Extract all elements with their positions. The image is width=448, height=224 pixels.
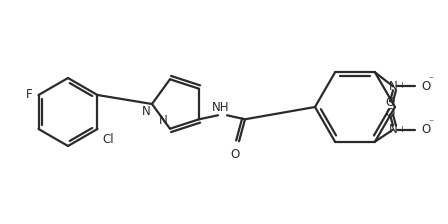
Text: O: O: [230, 148, 240, 161]
Text: N: N: [388, 123, 397, 136]
Text: O: O: [385, 96, 395, 109]
Text: N: N: [388, 80, 397, 93]
Text: NH: NH: [212, 101, 230, 114]
Text: ⁻: ⁻: [428, 75, 433, 85]
Text: +: +: [398, 81, 405, 90]
Text: O: O: [421, 80, 430, 93]
Text: N: N: [142, 105, 151, 118]
Text: ⁻: ⁻: [428, 119, 433, 129]
Text: O: O: [385, 107, 395, 120]
Text: +: +: [398, 125, 405, 134]
Text: N: N: [159, 114, 168, 127]
Text: O: O: [421, 123, 430, 136]
Text: F: F: [26, 88, 33, 101]
Text: Cl: Cl: [103, 133, 114, 146]
